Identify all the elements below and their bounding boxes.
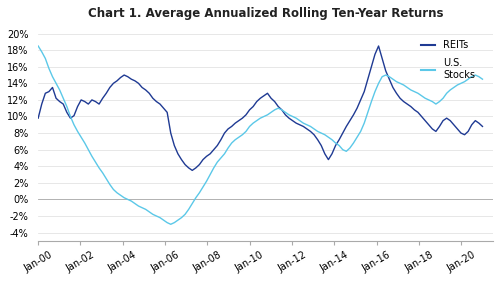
Title: Chart 1. Average Annualized Rolling Ten-Year Returns: Chart 1. Average Annualized Rolling Ten-…: [88, 7, 444, 20]
Legend: REITs, U.S.
Stocks: REITs, U.S. Stocks: [417, 37, 479, 84]
